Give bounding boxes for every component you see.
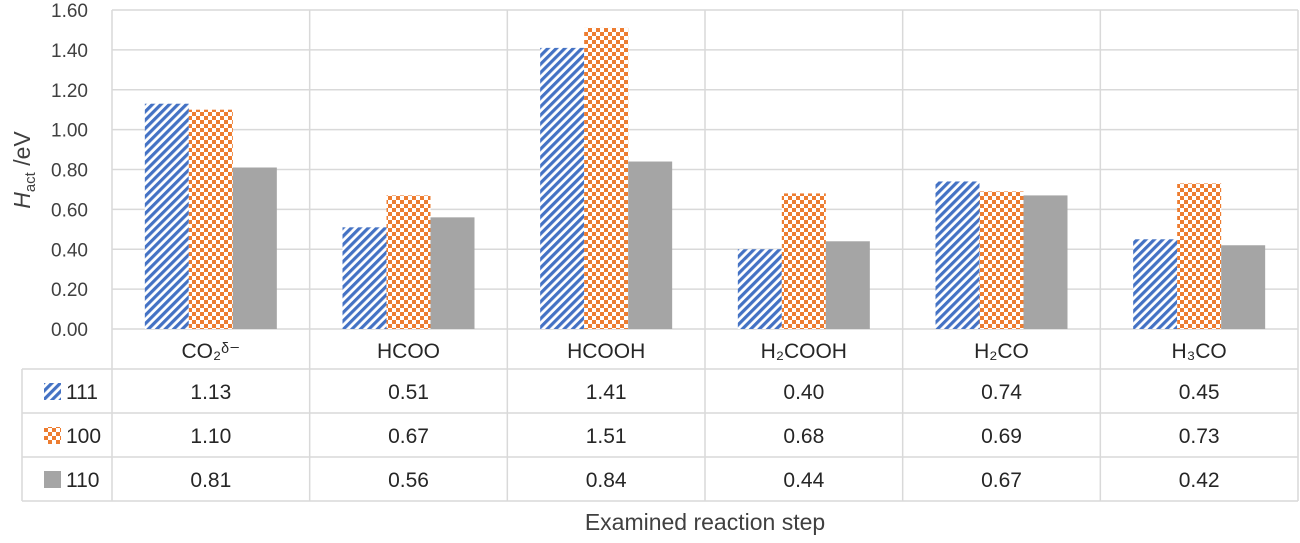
bars (144, 27, 1266, 329)
table-cell: 1.10 (190, 425, 231, 448)
y-tick-label: 0.40 (51, 240, 88, 261)
table-cell: 1.41 (586, 381, 627, 404)
table-cell: 0.56 (388, 469, 429, 492)
table-cell: 0.81 (190, 469, 231, 492)
gridlines (21, 9, 1299, 502)
bar-110-1 (430, 217, 475, 329)
bar-110-2 (628, 161, 673, 329)
category-label: H₂CO (974, 340, 1029, 363)
y-tick-label: 0.00 (51, 320, 88, 341)
bar-110-3 (825, 241, 870, 329)
bar-111-1 (342, 227, 387, 329)
bar-110-0 (232, 167, 277, 329)
y-tick-label: 0.20 (51, 280, 88, 301)
bar-100-2 (584, 27, 629, 329)
table-cell: 0.67 (388, 425, 429, 448)
y-axis-title-main: H (9, 192, 35, 209)
category-label: H₃CO (1172, 340, 1227, 363)
bar-110-5 (1221, 245, 1266, 329)
bar-111-3 (737, 249, 782, 329)
legend-key-110 (44, 471, 61, 488)
legend-label-110: 110 (66, 469, 99, 492)
table-cell: 0.84 (586, 469, 627, 492)
table-cell: 0.68 (783, 425, 824, 448)
y-tick-label: 1.40 (51, 41, 88, 62)
bar-100-5 (1177, 183, 1222, 329)
y-axis-title-unit: /eV (9, 131, 35, 173)
table-cell: 0.42 (1179, 469, 1220, 492)
x-axis-title: Examined reaction step (585, 509, 825, 535)
table-cell: 0.69 (981, 425, 1022, 448)
table-cell: 0.44 (783, 469, 824, 492)
category-label: H₂COOH (761, 340, 847, 363)
legend-label-100: 100 (66, 425, 101, 448)
y-tick-label: 1.00 (51, 121, 88, 142)
y-axis-title-sub: act (22, 171, 39, 192)
y-tick-label: 0.60 (51, 200, 88, 221)
bar-100-1 (386, 195, 431, 329)
table-cell: 0.51 (388, 381, 429, 404)
y-tick-label: 1.60 (51, 1, 88, 22)
table-cell: 0.74 (981, 381, 1022, 404)
table-cell: 0.67 (981, 469, 1022, 492)
bar-100-4 (979, 191, 1024, 329)
bar-110-4 (1023, 195, 1068, 329)
bar-100-0 (188, 109, 233, 329)
data-table: 111 1.13 0.51 1.41 0.40 0.74 0.45 100 1.10 0.67 1.… (44, 381, 1220, 492)
y-axis-title: Hact /eV (9, 131, 39, 209)
table-cell: 1.51 (586, 425, 627, 448)
bar-100-3 (781, 193, 826, 329)
bar-111-2 (540, 47, 585, 329)
table-cell: 1.13 (190, 381, 231, 404)
category-label: HCOOH (567, 340, 645, 363)
legend-label-111: 111 (66, 381, 98, 404)
table-cell: 0.73 (1179, 425, 1220, 448)
table-cell: 0.40 (783, 381, 824, 404)
legend-key-111 (44, 383, 61, 400)
legend-key-100 (44, 427, 61, 444)
category-label: CO₂ᵟ⁻ (181, 340, 240, 363)
category-label: HCOO (377, 340, 440, 363)
y-tick-label: 0.80 (51, 161, 88, 182)
bar-111-5 (1133, 239, 1178, 329)
bar-111-4 (935, 181, 980, 329)
axis-labels: 0.00 0.20 0.40 0.60 0.80 1.00 1.20 1.40 1.60 CO₂ᵟ… (51, 1, 1227, 363)
y-tick-label: 1.20 (51, 81, 88, 102)
table-cell: 0.45 (1179, 381, 1220, 404)
bar-111-0 (144, 103, 189, 329)
